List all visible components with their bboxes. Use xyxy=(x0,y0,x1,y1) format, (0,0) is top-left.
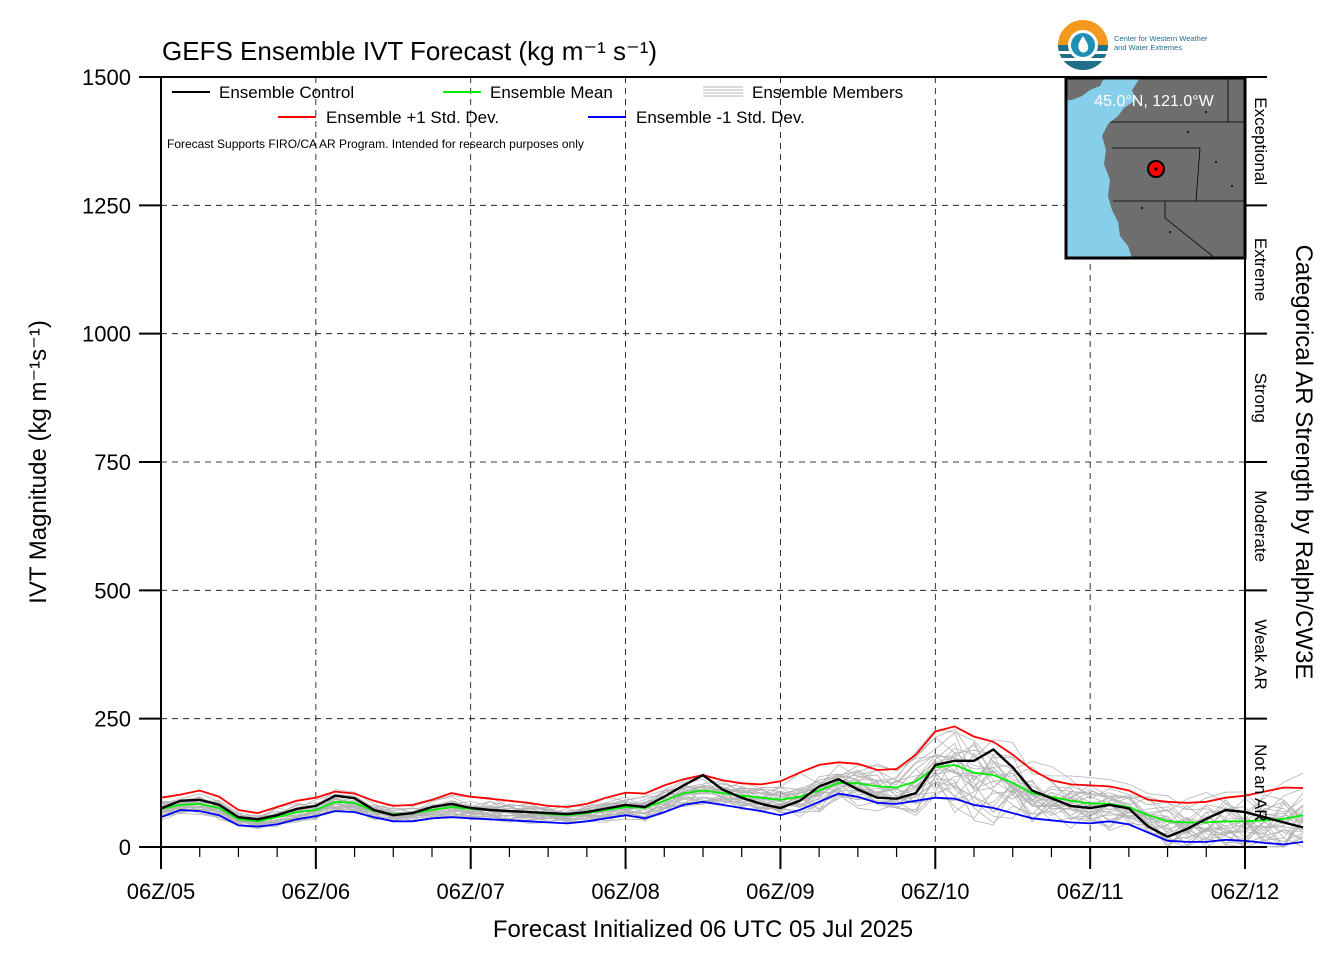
y-tick-label: 750 xyxy=(94,450,131,475)
x-tick-label: 06Z/06 xyxy=(282,879,351,904)
legend: Ensemble Control Ensemble Mean Ensemble … xyxy=(167,83,903,151)
legend-label-control: Ensemble Control xyxy=(219,83,354,102)
legend-label-mean: Ensemble Mean xyxy=(490,83,613,102)
inset-coast-north xyxy=(1066,78,1104,100)
x-tick-label: 06Z/05 xyxy=(127,879,196,904)
inset-lakes xyxy=(1141,111,1233,233)
inset-borders xyxy=(1110,78,1245,259)
x-axis-label: Forecast Initialized 06 UTC 05 Jul 2025 xyxy=(493,916,913,943)
ensemble-control-line xyxy=(160,748,1304,839)
y-tick-label: 1500 xyxy=(82,65,131,90)
x-tick-label: 06Z/12 xyxy=(1211,879,1280,904)
ensemble-member-line xyxy=(160,728,1304,819)
y-tick-label: 250 xyxy=(94,707,131,732)
x-axis: 06Z/05 06Z/06 06Z/07 06Z/08 06Z/09 06Z/10 06Z/… xyxy=(127,847,1280,904)
category-label: Strong xyxy=(1251,373,1270,423)
x-tick-label: 06Z/08 xyxy=(591,879,660,904)
y-tick-label: 1000 xyxy=(82,322,131,347)
series-lines xyxy=(160,725,1304,846)
category-label: Exceptional xyxy=(1251,97,1270,185)
legend-swatch-members xyxy=(703,86,743,97)
category-label: Extreme xyxy=(1251,238,1270,301)
location-inset-map: 45.0°N, 121.0°W xyxy=(1064,76,1247,260)
chart-title: GEFS Ensemble IVT Forecast (kg m⁻¹ s⁻¹) xyxy=(162,36,657,66)
ensemble-member-line xyxy=(160,741,1304,829)
ensemble-minus-std-line xyxy=(160,792,1304,846)
gridlines xyxy=(161,77,1245,847)
x-tick-label: 06Z/11 xyxy=(1057,879,1124,904)
y-tick-label: 500 xyxy=(94,578,131,603)
research-note: Forecast Supports FIRO/CA AR Program. In… xyxy=(167,137,584,151)
y-axis-label: IVT Magnitude (kg m⁻¹s⁻¹) xyxy=(25,320,52,604)
x-tick-label: 06Z/10 xyxy=(901,879,970,904)
legend-label-members: Ensemble Members xyxy=(752,83,903,102)
ensemble-plus-std-line xyxy=(160,725,1304,815)
legend-label-plus-std: Ensemble +1 Std. Dev. xyxy=(326,108,499,127)
logo-water-drop-icon xyxy=(1078,36,1089,53)
category-label: Weak AR xyxy=(1251,619,1270,690)
y-tick-label: 1250 xyxy=(82,193,131,218)
cw3e-logo: Center for Western Weather and Water Ext… xyxy=(1058,20,1208,70)
ar-category-axis: Not an AR Weak AR Moderate Strong Extreme Exc… xyxy=(1245,76,1270,848)
ensemble-member-line xyxy=(160,756,1304,847)
ensemble-member-line xyxy=(160,770,1304,847)
inset-frame xyxy=(1064,76,1247,260)
inset-land xyxy=(1102,78,1245,258)
right-axis-label: Categorical AR Strength by Ralph/CW3E xyxy=(1290,245,1317,680)
ensemble-member-line xyxy=(160,781,1304,848)
y-tick-label: 0 xyxy=(119,835,131,860)
legend-label-minus-std: Ensemble -1 Std. Dev. xyxy=(636,108,805,127)
logo-text-line2: and Water Extremes xyxy=(1114,43,1182,52)
x-tick-label: 06Z/09 xyxy=(746,879,815,904)
inset-location-label: 45.0°N, 121.0°W xyxy=(1094,93,1214,110)
category-label: Not an AR xyxy=(1251,744,1270,822)
category-label: Moderate xyxy=(1251,490,1270,562)
ensemble-member-line xyxy=(160,783,1304,848)
x-tick-label: 06Z/07 xyxy=(436,879,505,904)
location-marker-center xyxy=(1154,167,1158,171)
logo-text-line1: Center for Western Weather xyxy=(1114,34,1208,43)
y-axis: 0 250 500 750 1000 1250 1500 xyxy=(82,65,161,860)
